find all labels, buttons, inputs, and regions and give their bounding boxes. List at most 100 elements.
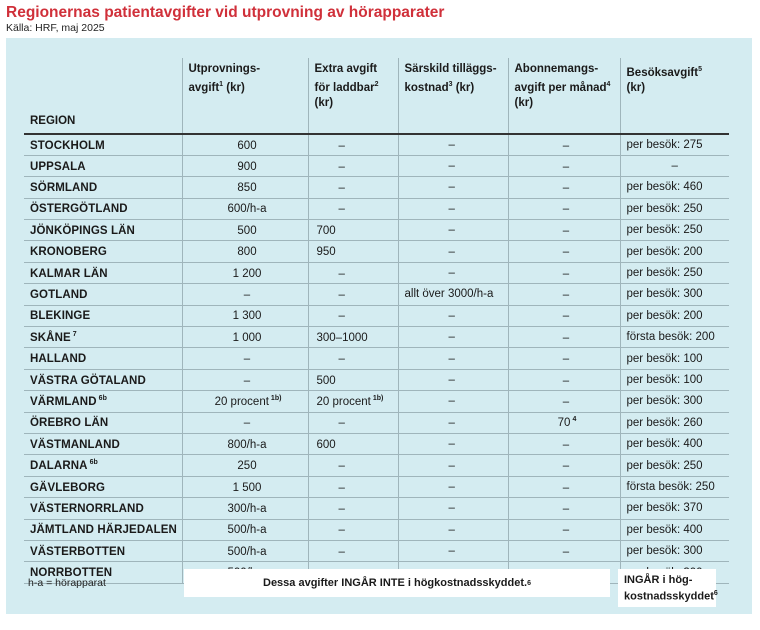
extra-cost-cell: – xyxy=(398,519,509,541)
extra-cost-cell: – xyxy=(398,433,509,455)
subscription-cell: – xyxy=(508,347,621,370)
subscription-cell-value: – xyxy=(562,374,570,387)
visit-fee-cell-value: per besök: 250 xyxy=(626,224,703,237)
subscription-cell: – xyxy=(508,262,621,284)
column-header-fitting-fee-label: Utprovnings-avgift1 (kr) xyxy=(188,63,261,94)
table-row: ÖREBRO LÄN – – – 70 4 per besök: 260 xyxy=(24,412,729,434)
rechargeable-fee-cell: – xyxy=(308,262,399,284)
visit-fee-cell: per besök: 250 xyxy=(620,220,729,241)
rechargeable-fee-cell: – xyxy=(308,305,399,327)
extra-cost-cell-value: – xyxy=(448,545,455,558)
column-header-visit-fee-sup: 5 xyxy=(698,66,702,73)
page-title: Regionernas patientavgifter vid utprovni… xyxy=(6,4,445,21)
rechargeable-fee-cell: 300–1000 xyxy=(308,326,399,348)
fitting-fee-cell: – xyxy=(182,347,309,370)
subscription-cell-value: – xyxy=(562,459,570,472)
subscription-cell: – xyxy=(508,519,621,541)
visit-fee-cell-value: per besök: 260 xyxy=(626,416,703,429)
table-row: GÄVLEBORG 1 500 – – – första besök: 250 xyxy=(24,476,729,498)
region-cell-value: GOTLAND xyxy=(30,288,88,301)
column-header-extra-cost: Särskild tilläggs-kostnad3 (kr) xyxy=(398,58,509,134)
fitting-fee-cell-value: 1 200 xyxy=(232,267,262,280)
fitting-fee-cell-value: 800 xyxy=(237,246,257,259)
fitting-fee-cell: 250 xyxy=(182,454,309,477)
fitting-fee-cell-value: – xyxy=(243,288,251,301)
subscription-cell-value: – xyxy=(562,246,570,259)
rechargeable-fee-cell-value: – xyxy=(338,417,345,430)
region-cell: KRONOBERG xyxy=(24,240,183,263)
visit-fee-cell: per besök: 370 xyxy=(620,498,729,519)
region-cell: STOCKHOLM xyxy=(24,134,183,156)
table-row: VÄSTRA GÖTALAND – 500 – – per besök: 100 xyxy=(24,369,729,391)
column-header-rechargeable-fee-label: Extra avgift för laddbar2 (kr) xyxy=(314,63,379,109)
fitting-fee-cell: – xyxy=(182,369,309,391)
region-cell-value: KRONOBERG xyxy=(30,246,107,259)
visit-fee-cell-value: per besök: 200 xyxy=(626,309,703,322)
subscription-cell: – xyxy=(508,283,621,306)
visit-fee-cell: per besök: 275 xyxy=(620,134,729,155)
region-cell: VÄSTMANLAND xyxy=(24,433,183,455)
fitting-fee-cell-value: – xyxy=(243,353,251,366)
subscription-cell-value: – xyxy=(562,224,570,237)
region-cell-value: KALMAR LÄN xyxy=(30,267,108,280)
column-header-subscription-sup: 4 xyxy=(606,81,611,88)
subscription-cell: – xyxy=(508,476,621,498)
visit-fee-cell-value: per besök: 400 xyxy=(626,523,703,536)
rechargeable-fee-cell-footnote: 1b) xyxy=(372,394,384,402)
fitting-fee-cell-value: 1 300 xyxy=(232,310,262,323)
table-row: VÄSTMANLAND 800/h-a 600 – – per besök: 400 xyxy=(24,433,729,455)
visit-fee-cell-value: per besök: 300 xyxy=(626,288,703,301)
extra-cost-cell-value: – xyxy=(448,459,455,472)
region-cell-value: JÄMTLAND HÄRJEDALEN xyxy=(30,524,177,537)
rechargeable-fee-cell: 500 xyxy=(308,369,399,391)
visit-fee-cell: första besök: 250 xyxy=(620,476,729,497)
subscription-cell-value: – xyxy=(562,139,570,152)
fitting-fee-cell-value: 500 xyxy=(237,224,257,237)
table-panel: REGION Utprovnings-avgift1 (kr) Extra av… xyxy=(6,38,752,614)
rechargeable-fee-cell-value: – xyxy=(338,502,345,515)
visit-fee-cell-value: – xyxy=(671,160,678,173)
extra-cost-cell-value: – xyxy=(448,352,455,365)
included-text-line1: INGÅR i hög- xyxy=(624,574,693,586)
included-box: INGÅR i hög- kostnadsskyddet6 xyxy=(618,569,718,607)
fitting-fee-cell-value: 900 xyxy=(237,160,257,173)
rechargeable-fee-cell: – xyxy=(308,176,399,199)
subscription-cell: – xyxy=(508,219,621,241)
included-text-line2: kostnadsskyddet6 xyxy=(624,587,718,604)
extra-cost-cell-value: – xyxy=(448,438,455,451)
region-cell: VÄRMLAND 6b xyxy=(24,390,183,413)
region-cell: SKÅNE 7 xyxy=(24,326,183,348)
legend-note: h-a = hörapparat xyxy=(28,577,106,589)
subscription-cell-value: – xyxy=(562,181,570,194)
fitting-fee-cell: 500 xyxy=(182,219,309,241)
rechargeable-fee-cell: 700 xyxy=(308,219,399,241)
column-header-visit-fee-label: Besöksavgift5 (kr) xyxy=(626,66,703,94)
fitting-fee-cell-value: 600/h-a xyxy=(227,203,267,216)
fitting-fee-cell-value: 20 procent xyxy=(214,395,269,408)
visit-fee-cell: per besök: 300 xyxy=(620,540,729,561)
region-cell-value: STOCKHOLM xyxy=(30,139,105,152)
fitting-fee-cell: 800 xyxy=(182,240,309,263)
fitting-fee-cell: 500/h-a xyxy=(182,540,309,562)
subscription-cell-value: – xyxy=(562,545,570,558)
subscription-cell-value: – xyxy=(562,331,570,344)
table-row: HALLAND – – – – per besök: 100 xyxy=(24,347,729,370)
rechargeable-fee-cell-value: – xyxy=(338,353,345,366)
visit-fee-cell-value: per besök: 300 xyxy=(626,545,703,558)
extra-cost-cell: – xyxy=(398,305,509,327)
column-header-region-label: REGION xyxy=(30,115,76,127)
region-cell: GOTLAND xyxy=(24,283,183,306)
subscription-cell-value: – xyxy=(562,502,570,515)
included-sup: 6 xyxy=(713,590,718,597)
table-body: STOCKHOLM 600– – – per besök: 275 UPPSALA 900–… xyxy=(24,134,729,584)
rechargeable-fee-cell-value: – xyxy=(338,139,345,152)
rechargeable-fee-cell-value: – xyxy=(338,481,345,494)
subscription-cell: – xyxy=(508,454,621,477)
fitting-fee-cell-value: 800/h-a xyxy=(227,438,267,451)
extra-cost-cell-value: – xyxy=(448,245,455,258)
region-cell: DALARNA 6b xyxy=(24,454,183,477)
table-row: KALMAR LÄN 1 200 – – – per besök: 250 xyxy=(24,262,729,284)
region-cell: VÄSTRA GÖTALAND xyxy=(24,369,183,391)
visit-fee-cell: första besök: 200 xyxy=(620,327,729,348)
fitting-fee-cell: 1 300 xyxy=(182,305,309,327)
